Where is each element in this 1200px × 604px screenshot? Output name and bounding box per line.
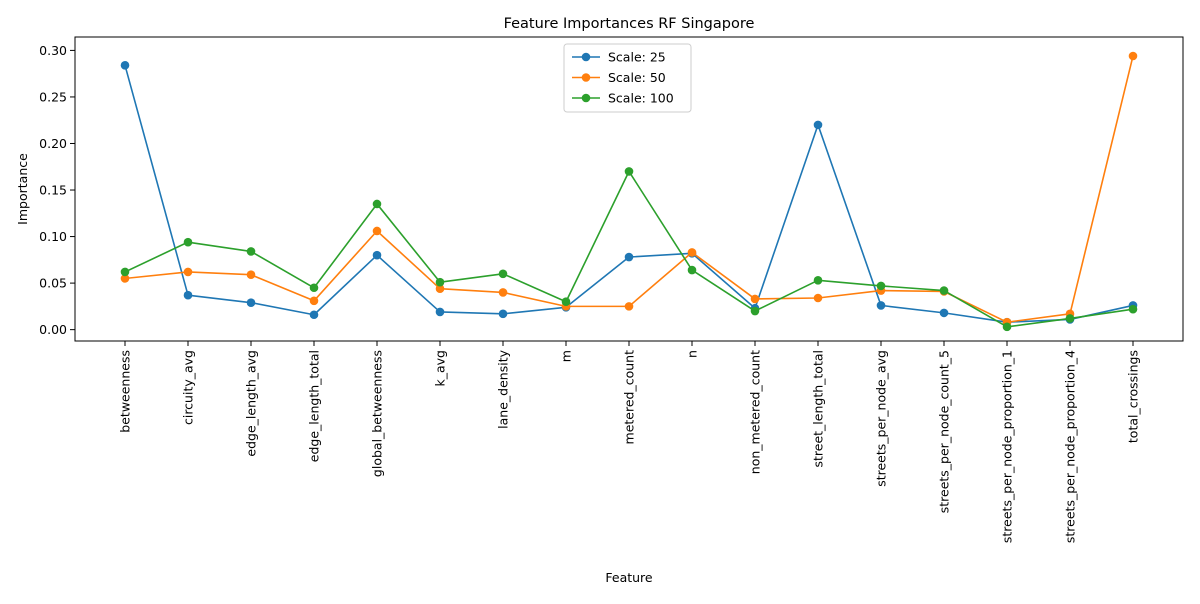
data-point: [309, 283, 319, 293]
data-point: [813, 120, 823, 130]
legend-label: Scale: 50: [608, 70, 666, 85]
data-point: [246, 270, 256, 280]
data-point: [183, 237, 193, 247]
y-tick-label: 0.25: [39, 89, 67, 104]
data-point: [120, 267, 130, 277]
data-point: [120, 60, 130, 70]
data-point: [309, 310, 319, 320]
series-3: [120, 167, 1138, 332]
data-point: [624, 252, 634, 262]
data-point: [372, 226, 382, 236]
data-point: [435, 284, 445, 293]
x-tick-label: streets_per_node_count_5: [937, 350, 952, 513]
x-tick-label: edge_length_total: [307, 350, 322, 462]
x-tick-label: n: [685, 350, 700, 358]
data-point: [372, 250, 382, 260]
x-tick-label: streets_per_node_avg: [874, 350, 889, 487]
x-tick-label: k_avg: [433, 350, 448, 386]
x-tick-label: streets_per_node_proportion_4: [1063, 350, 1078, 543]
legend-marker: [581, 73, 591, 82]
x-tick-label: total_crossings: [1126, 350, 1141, 443]
data-point: [435, 277, 445, 287]
data-point: [876, 301, 886, 310]
data-point: [498, 269, 508, 279]
x-tick-label: global_betweenness: [370, 350, 385, 477]
data-point: [876, 281, 886, 291]
x-tick-label: metered_count: [622, 350, 637, 445]
series-layer: [120, 51, 1138, 332]
data-point: [498, 309, 508, 319]
legend-marker: [581, 52, 591, 62]
data-point: [813, 293, 823, 303]
y-tick-label: 0.20: [39, 136, 67, 151]
data-point: [1128, 51, 1138, 61]
y-tick-label: 0.10: [39, 229, 67, 244]
data-point: [183, 267, 193, 277]
y-axis-label: Importance: [15, 153, 30, 225]
x-tick-label: non_metered_count: [748, 350, 763, 474]
data-point: [498, 288, 508, 297]
x-axis-label: Feature: [605, 570, 653, 585]
data-point: [183, 290, 193, 300]
y-tick-label: 0.15: [39, 183, 67, 198]
y-tick-label: 0.00: [39, 322, 67, 337]
data-point: [750, 294, 760, 304]
legend-box: [563, 43, 692, 113]
x-tick-label: edge_length_avg: [244, 350, 259, 457]
plot-frame: [74, 36, 1184, 342]
data-point: [372, 199, 382, 209]
data-point: [246, 247, 256, 256]
chart-title: Feature Importances RF Singapore: [504, 16, 755, 32]
y-tick-label: 0.05: [39, 276, 67, 291]
data-point: [309, 296, 319, 306]
data-point: [687, 265, 697, 275]
legend-marker: [581, 93, 591, 103]
legend-label: Scale: 25: [608, 50, 666, 65]
data-point: [624, 302, 634, 311]
data-point: [939, 286, 949, 295]
data-point: [1065, 314, 1075, 323]
x-tick-label: lane_density: [496, 349, 511, 428]
data-point: [1128, 304, 1138, 314]
data-point: [624, 167, 634, 176]
data-point: [687, 248, 697, 257]
x-tick-label: betweenness: [118, 350, 133, 433]
legend-label: Scale: 100: [608, 91, 674, 106]
legend: Scale: 25 Scale: 50 Scale: 100: [563, 43, 692, 113]
x-tick-label: circuity_avg: [181, 350, 196, 425]
y-axis: 0.00 0.05 0.10 0.15 0.20 0.25 0.30: [39, 43, 75, 337]
data-point: [813, 276, 823, 285]
data-point: [120, 274, 130, 283]
data-point: [939, 308, 949, 318]
y-tick-label: 0.30: [39, 43, 67, 58]
data-point: [246, 298, 256, 307]
x-axis: betweenness circuity_avg edge_length_avg ed…: [118, 341, 1141, 543]
x-tick-label: streets_per_node_proportion_1: [1000, 350, 1015, 543]
data-point: [750, 306, 760, 316]
x-tick-label: m: [559, 350, 574, 362]
data-point: [1002, 322, 1012, 332]
data-point: [435, 307, 445, 317]
x-tick-label: street_length_total: [811, 350, 826, 468]
data-point: [561, 297, 571, 307]
